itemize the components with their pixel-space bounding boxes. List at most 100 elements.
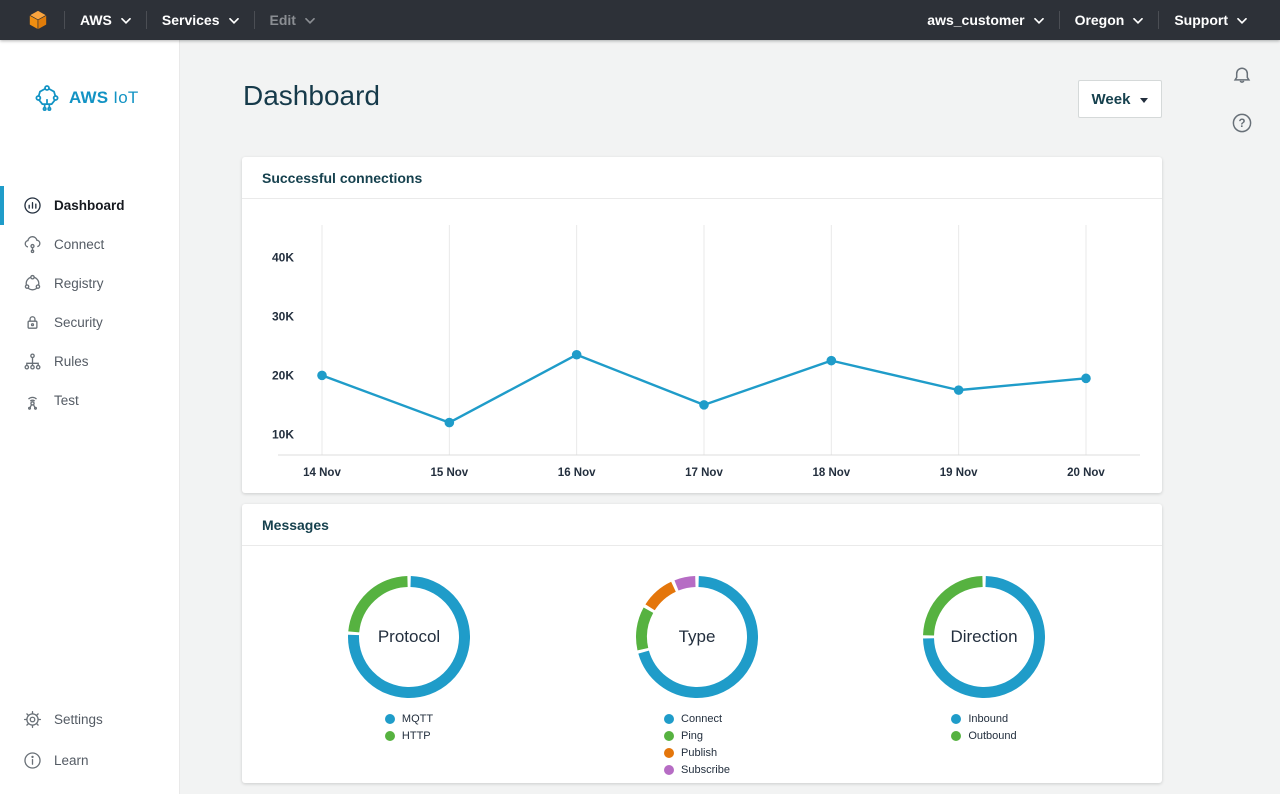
main-content: Dashboard Week ? Successful connections … [180, 40, 1280, 794]
legend-dot [385, 731, 395, 741]
legend-item: Ping [664, 729, 730, 742]
donut-direction: Direction Inbound Outbound [904, 575, 1064, 742]
topbar-menu-services[interactable]: Services [147, 0, 254, 40]
legend-label: Subscribe [681, 764, 730, 776]
donut-legend: Connect Ping Publish Subscribe [664, 712, 730, 776]
donut-chart: Type [635, 575, 759, 699]
legend-label: Connect [681, 713, 722, 725]
donut-legend: MQTT HTTP [385, 712, 433, 742]
svg-text:19 Nov: 19 Nov [940, 467, 978, 479]
sidebar: AWS IoT Dashboard ConnectRegistry Security… [0, 40, 180, 794]
legend-item: MQTT [385, 712, 433, 725]
page-title: Dashboard [243, 80, 380, 112]
learn-icon [22, 750, 43, 771]
donut-type: Type Connect Ping Publish Subscribe [617, 575, 777, 776]
legend-dot [951, 714, 961, 724]
donut-center-label: Protocol [347, 575, 471, 699]
sidebar-item-label: Security [54, 315, 103, 330]
sidebar-item-rules[interactable]: Rules [0, 342, 179, 381]
legend-item: Outbound [951, 729, 1016, 742]
sidebar-item-label: Test [54, 393, 79, 408]
aws-iot-logo-text: AWS IoT [69, 88, 138, 108]
successful-connections-card: Successful connections 14 Nov 15 Nov 16 No… [242, 157, 1162, 493]
topbar-left-menus: AWS Services Edit [64, 0, 330, 40]
connect-icon [22, 234, 43, 255]
aws-logo-cube-icon[interactable] [26, 8, 50, 32]
legend-label: Inbound [968, 713, 1008, 725]
legend-dot [664, 765, 674, 775]
help-question-icon[interactable]: ? [1228, 109, 1256, 137]
registry-icon [22, 273, 43, 294]
svg-text:16 Nov: 16 Nov [558, 467, 596, 479]
legend-dot [664, 731, 674, 741]
logo-text-regular: IoT [113, 88, 138, 107]
legend-label: Ping [681, 730, 703, 742]
sidebar-item-connect[interactable]: Connect [0, 225, 179, 264]
sidebar-item-registry[interactable]: Registry [0, 264, 179, 303]
card-title: Messages [262, 517, 329, 533]
test-icon [22, 390, 43, 411]
sidebar-item-test[interactable]: Test [0, 381, 179, 420]
logo-text-bold: AWS [69, 88, 108, 107]
topbar-menu-label: Support [1174, 12, 1228, 28]
legend-dot [951, 731, 961, 741]
rules-icon [22, 351, 43, 372]
legend-label: Outbound [968, 730, 1016, 742]
donut-protocol: Protocol MQTT HTTP [329, 575, 489, 742]
svg-text:18 Nov: 18 Nov [812, 467, 850, 479]
card-header: Messages [242, 504, 1162, 546]
settings-icon [22, 709, 43, 730]
svg-text:14 Nov: 14 Nov [303, 467, 341, 479]
messages-card: Messages Protocol MQTT HTTP Type Connect Ping… [242, 504, 1162, 783]
chevron-down-icon [121, 18, 131, 24]
sidebar-nav: Dashboard ConnectRegistry Security Rules Tes… [0, 186, 179, 420]
security-icon [22, 312, 43, 333]
donut-legend: Inbound Outbound [951, 712, 1016, 742]
period-selector-button[interactable]: Week [1078, 80, 1162, 118]
topbar-left: AWS Services Edit [0, 0, 330, 40]
topbar-menu-edit[interactable]: Edit [255, 0, 330, 40]
caret-down-icon [1140, 98, 1148, 103]
chevron-down-icon [229, 18, 239, 24]
sidebar-item-label: Dashboard [54, 198, 125, 213]
donut-chart: Direction [922, 575, 1046, 699]
legend-item: Subscribe [664, 763, 730, 776]
sidebar-bottom-nav: Settings Learn [0, 699, 179, 781]
chevron-down-icon [1237, 18, 1247, 24]
legend-dot [664, 714, 674, 724]
dashboard-icon [22, 195, 43, 216]
card-header: Successful connections [242, 157, 1162, 199]
legend-dot [385, 714, 395, 724]
donut-row: Protocol MQTT HTTP Type Connect Ping Publish Su… [242, 546, 1162, 783]
sidebar-item-security[interactable]: Security [0, 303, 179, 342]
sidebar-item-label: Rules [54, 354, 89, 369]
connections-line-chart: 14 Nov15 Nov16 Nov17 Nov18 Nov19 Nov20 N… [242, 199, 1162, 493]
sidebar-item-dashboard[interactable]: Dashboard [0, 186, 179, 225]
topbar-menu-oregon[interactable]: Oregon [1060, 0, 1159, 40]
topbar-menu-label: aws_customer [927, 12, 1024, 28]
aws-iot-logo-icon [33, 84, 61, 112]
sidebar-item-learn[interactable]: Learn [0, 740, 179, 781]
topbar-right-menus: aws_customer Oregon Support [912, 0, 1280, 40]
svg-text:15 Nov: 15 Nov [430, 467, 468, 479]
donut-center-label: Direction [922, 575, 1046, 699]
notifications-bell-icon[interactable] [1228, 62, 1256, 90]
donut-chart: Protocol [347, 575, 471, 699]
legend-item: HTTP [385, 729, 433, 742]
donut-center-label: Type [635, 575, 759, 699]
sidebar-item-settings[interactable]: Settings [0, 699, 179, 740]
topbar-menu-aws[interactable]: AWS [65, 0, 146, 40]
legend-dot [664, 748, 674, 758]
card-title: Successful connections [262, 170, 422, 186]
sidebar-item-label: Settings [54, 712, 103, 727]
topbar-menu-label: AWS [80, 12, 112, 28]
topbar-menu-label: Edit [270, 12, 296, 28]
svg-text:10K: 10K [272, 427, 294, 441]
topbar-menu-aws_customer[interactable]: aws_customer [912, 0, 1058, 40]
topbar-menu-support[interactable]: Support [1159, 0, 1262, 40]
topbar-menu-label: Services [162, 12, 220, 28]
chevron-down-icon [1133, 18, 1143, 24]
legend-item: Publish [664, 746, 730, 759]
aws-iot-logo: AWS IoT [33, 84, 138, 112]
topbar-menu-label: Oregon [1075, 12, 1125, 28]
